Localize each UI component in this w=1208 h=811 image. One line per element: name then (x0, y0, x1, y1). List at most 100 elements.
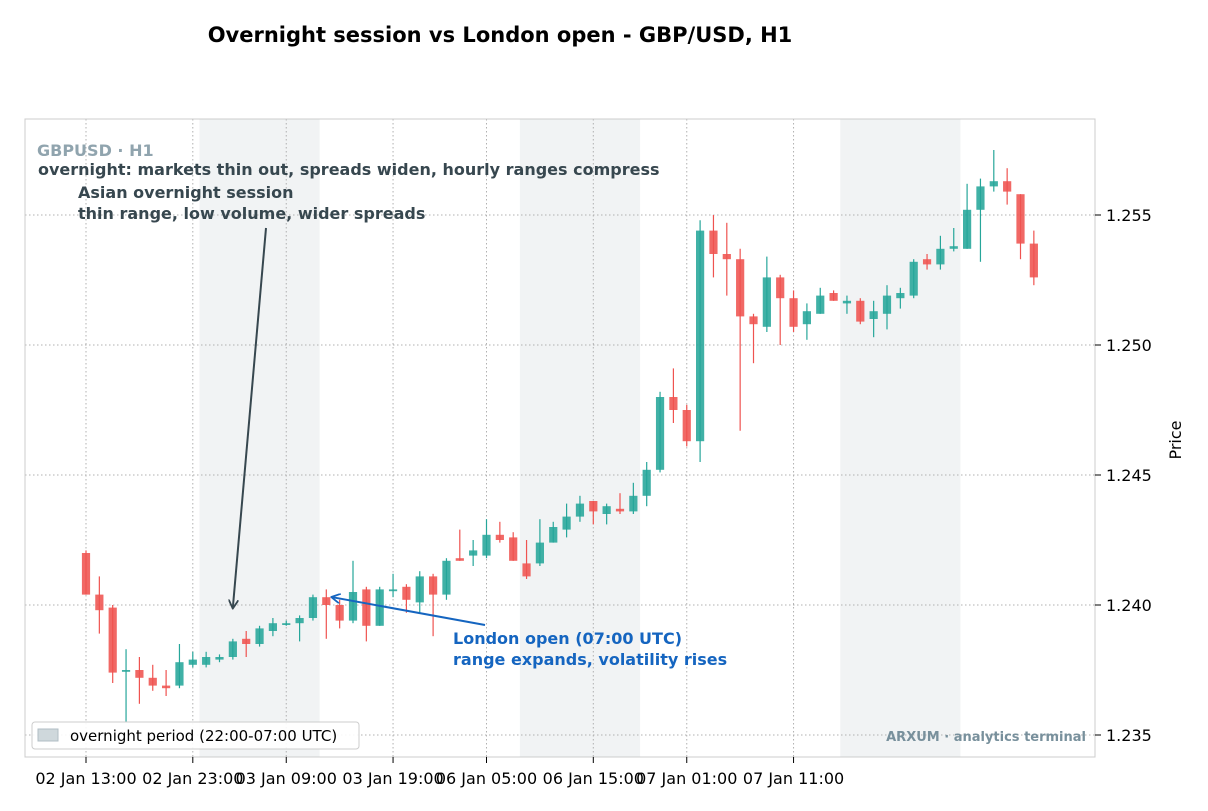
candle (282, 620, 291, 626)
candle (909, 259, 918, 299)
candle-body (762, 277, 771, 327)
candle-body (842, 300, 852, 304)
candle-body (696, 230, 705, 442)
y-axis: 1.235 1.240 1.245 1.250 1.255 (1095, 206, 1152, 745)
candle (81, 550, 91, 595)
plot-background (25, 119, 1095, 757)
candle-body (789, 298, 798, 327)
candle (415, 571, 424, 613)
candle (856, 298, 865, 325)
candle-body (669, 397, 678, 410)
symbol-label: GBPUSD · H1 (37, 141, 154, 160)
candle-body (175, 662, 184, 686)
candle-body (949, 246, 958, 249)
candle (322, 589, 331, 639)
candle-body (268, 623, 277, 631)
y-tick-label: 1.240 (1106, 596, 1152, 615)
candle-body (896, 293, 905, 299)
candle-body (469, 550, 478, 556)
candle-body (348, 592, 358, 621)
candle (882, 285, 892, 330)
asian-session-annotation-line: Asian overnight session (78, 183, 294, 202)
candle-body (429, 576, 438, 595)
candle-body (335, 605, 344, 621)
asian-session-arrow (233, 227, 267, 608)
candle (1016, 194, 1025, 260)
candle-body (255, 628, 264, 644)
candle-body (108, 607, 117, 673)
candle-body (629, 495, 638, 512)
candle-body (963, 209, 972, 249)
candle-body (922, 259, 932, 265)
candle (162, 670, 171, 696)
candle-body (736, 259, 745, 317)
candle (402, 584, 411, 613)
candle (469, 540, 478, 566)
candle-body (495, 534, 504, 540)
candle-body (322, 597, 331, 605)
candle-body (442, 560, 451, 595)
x-tick-label: 02 Jan 13:00 (35, 769, 136, 788)
candle-body (589, 501, 598, 512)
legend-label: overnight period (22:00-07:00 UTC) (70, 727, 337, 745)
candle-body (869, 311, 878, 319)
candle (829, 290, 838, 301)
candle (495, 521, 504, 543)
y-tick-label: 1.235 (1106, 726, 1152, 745)
candle (1003, 168, 1012, 205)
candle (348, 560, 358, 624)
candle (455, 529, 464, 561)
candle (776, 274, 785, 345)
candle-body (682, 410, 691, 442)
legend-swatch (37, 728, 59, 742)
candle (268, 618, 277, 637)
candle-body (455, 558, 464, 561)
candle-body (655, 397, 665, 470)
candle-body (375, 589, 384, 626)
candle-body (242, 638, 251, 644)
candle-body (121, 670, 131, 672)
candle (949, 228, 958, 252)
london-open-annotation-line: range expands, volatility rises (453, 650, 727, 669)
candle (602, 503, 611, 525)
x-tick-label: 03 Jan 09:00 (236, 769, 337, 788)
candle-body (388, 589, 398, 592)
candle (95, 576, 104, 634)
candle (188, 651, 197, 668)
candle (148, 664, 157, 691)
candle-body (135, 670, 144, 678)
y-tick-label: 1.255 (1106, 206, 1152, 225)
candle-body (215, 657, 224, 660)
candle-body (295, 618, 304, 624)
candle (135, 657, 144, 704)
overnight-shading (199, 119, 961, 757)
candle (429, 573, 438, 637)
candle (522, 540, 531, 579)
candle-body (882, 295, 892, 314)
overnight-band (840, 119, 961, 757)
candle-body (482, 534, 491, 556)
candle (722, 222, 731, 296)
candle-body (642, 469, 651, 496)
candle (749, 313, 758, 364)
candle-body (1003, 181, 1012, 192)
candle (802, 303, 811, 340)
candles (81, 150, 1038, 722)
candle (549, 521, 558, 543)
candle-body (228, 641, 237, 657)
candle (816, 287, 825, 314)
candle (789, 290, 798, 332)
candle-body (402, 586, 411, 600)
candle-body (989, 181, 998, 187)
candle-body (202, 657, 211, 665)
candle-body (509, 537, 518, 561)
candle (989, 150, 998, 192)
candle (696, 220, 705, 462)
candle-body (162, 685, 171, 689)
candle (629, 482, 638, 514)
london-open-annotation-line: London open (07:00 UTC) (453, 629, 682, 648)
overnight-band (519, 119, 641, 757)
candle-body (1016, 194, 1025, 244)
